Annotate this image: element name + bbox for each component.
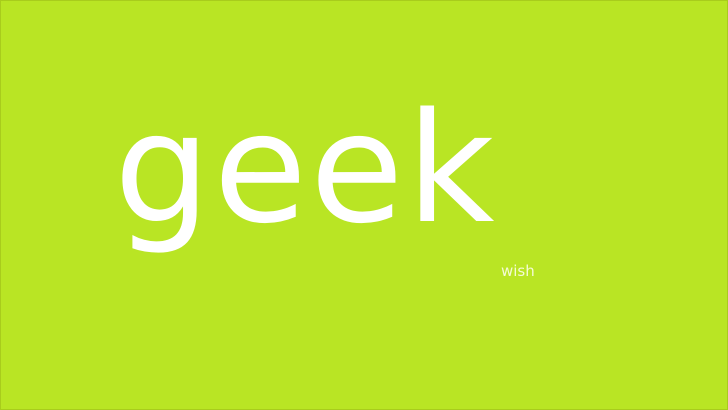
logo-wordmark: geek bbox=[114, 93, 498, 245]
logo-tagline: wish bbox=[501, 264, 535, 279]
